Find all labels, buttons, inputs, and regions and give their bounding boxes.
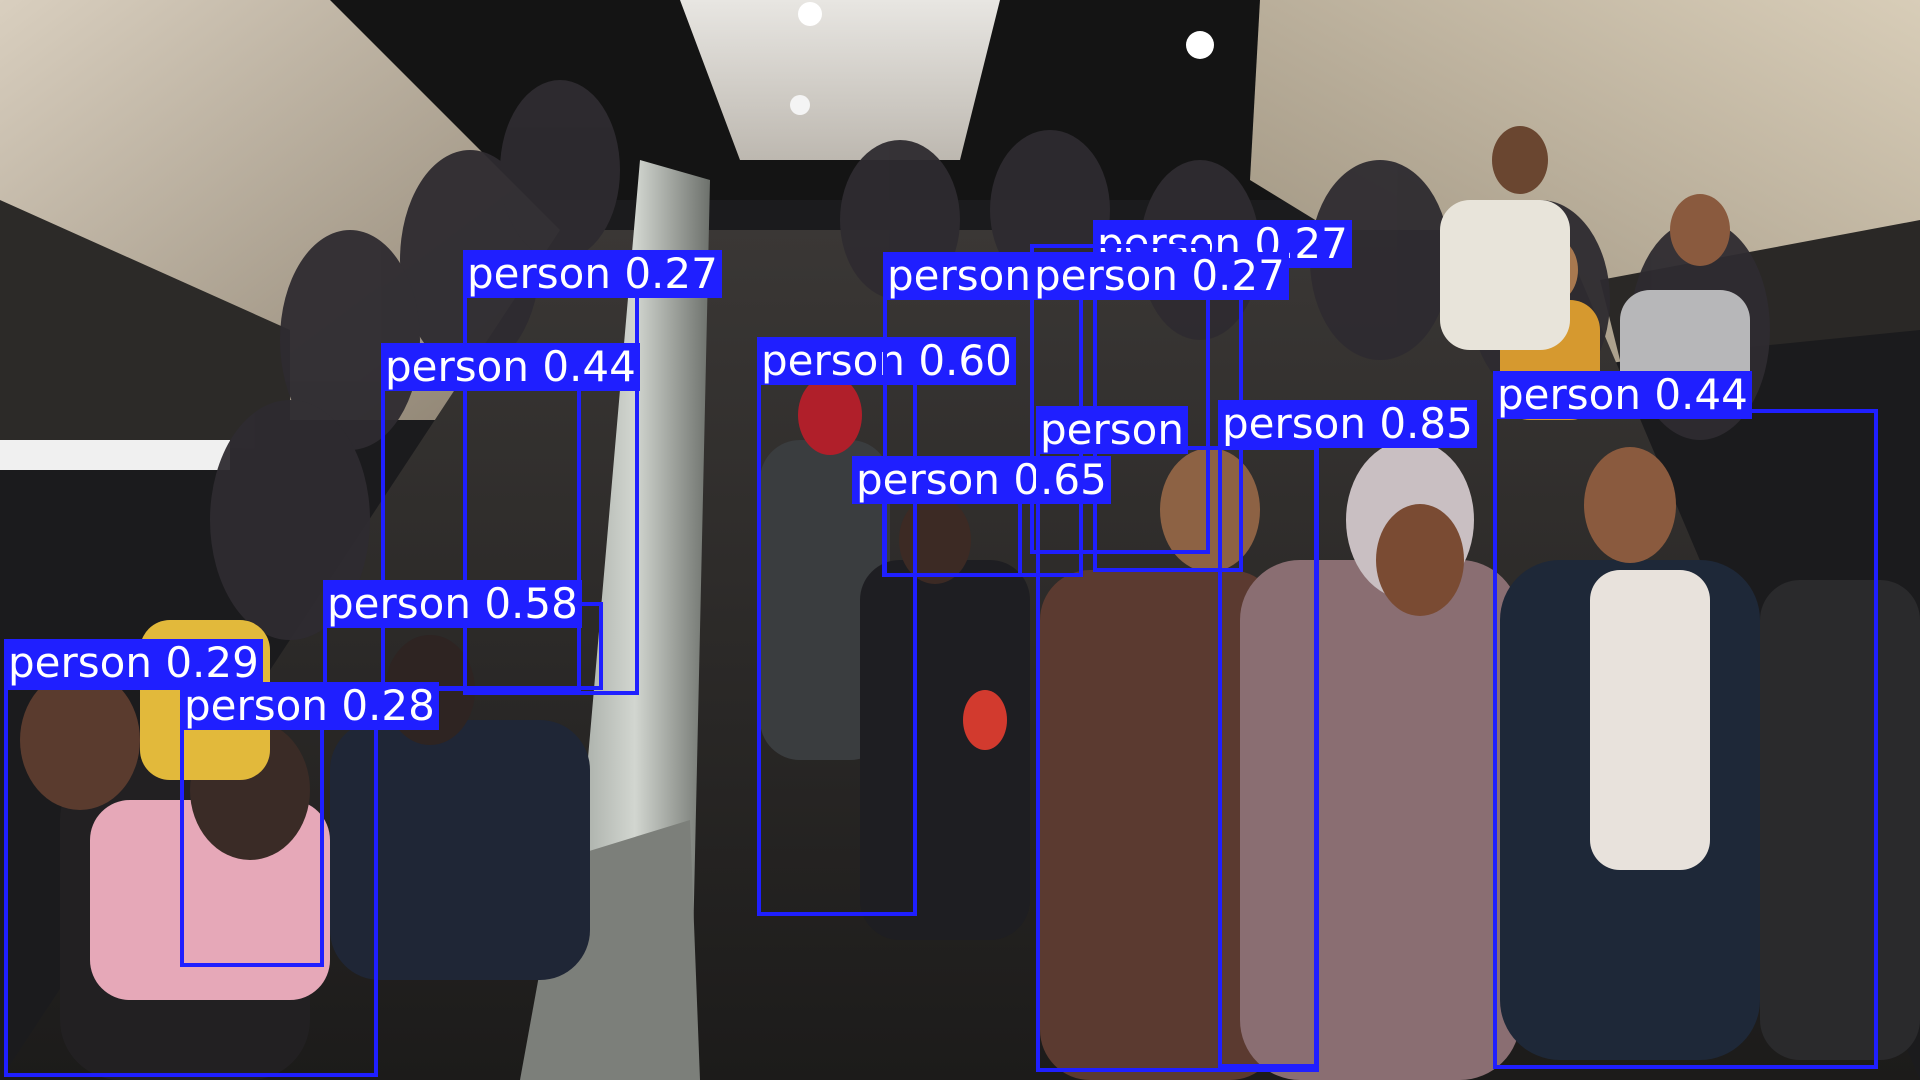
detection-label: person 0.58	[323, 580, 582, 628]
detection-label: person 0.44	[1493, 371, 1752, 419]
detection-class: person	[887, 251, 1031, 300]
detection-confidence: 0.27	[1177, 251, 1285, 300]
detection-box	[1030, 244, 1210, 554]
detection-label: person 0.29	[4, 639, 263, 687]
detection-label: person 0.28	[180, 682, 439, 730]
detection-label: person	[1036, 406, 1188, 454]
detection-confidence: 0.60	[904, 336, 1012, 385]
detection-box	[180, 715, 324, 967]
detection-label: person 0.44	[381, 343, 640, 391]
detection-class: person	[8, 638, 152, 687]
detection-label: person 0.27	[463, 250, 722, 298]
detection-class: person	[385, 342, 529, 391]
detection-class: person	[327, 579, 471, 628]
detection-class: person	[1034, 251, 1178, 300]
detection-label: person 0.27	[1030, 252, 1289, 300]
detection-box	[1493, 409, 1878, 1069]
detection-confidence: 0.65	[999, 455, 1107, 504]
detection-class: person	[856, 455, 1000, 504]
detection-confidence: 0.85	[1365, 399, 1473, 448]
detection-label: person 0.85	[1218, 400, 1477, 448]
detection-confidence: 0.29	[151, 638, 259, 687]
detection-class: person	[1040, 405, 1184, 454]
detection-class: person	[1222, 399, 1366, 448]
detection-class: person	[761, 336, 905, 385]
detection-label: person 0.65	[852, 456, 1111, 504]
detection-class: person	[184, 681, 328, 730]
detection-class: person	[467, 249, 611, 298]
detection-confidence: 0.58	[470, 579, 578, 628]
detection-confidence: 0.28	[327, 681, 435, 730]
detection-confidence: 0.27	[610, 249, 718, 298]
detection-class: person	[1497, 370, 1641, 419]
detection-confidence: 0.44	[1640, 370, 1748, 419]
detection-confidence: 0.44	[528, 342, 636, 391]
detection-box	[1036, 446, 1319, 1072]
